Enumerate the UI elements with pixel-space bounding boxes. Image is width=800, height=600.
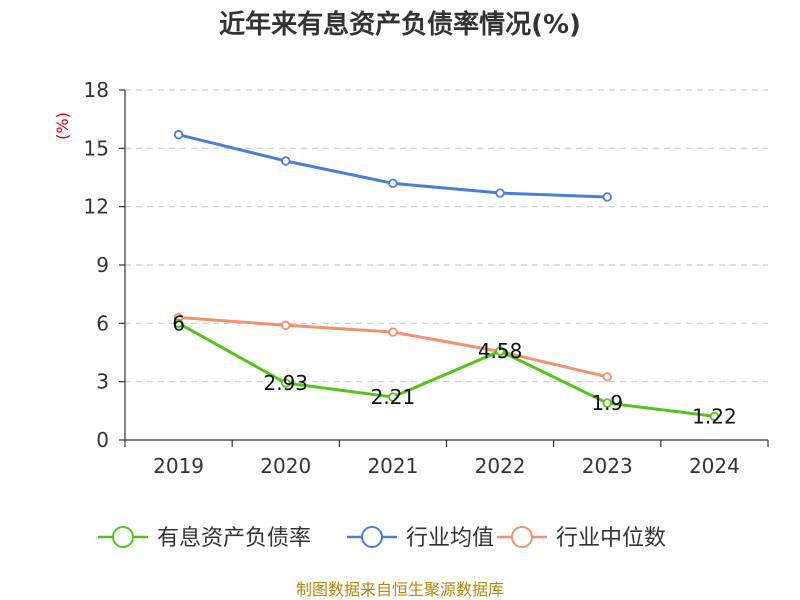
x-tick-label: 2021 (367, 454, 418, 478)
y-tick-label: 3 (96, 370, 109, 394)
legend-item[interactable]: 有息资产负债率 (98, 526, 311, 551)
legend-label: 行业均值 (406, 526, 494, 551)
x-tick-label: 2023 (582, 454, 633, 478)
chart-title: 近年来有息资产负债率情况(%) (219, 9, 581, 40)
y-tick-label: 0 (96, 428, 109, 452)
legend-label: 有息资产负债率 (157, 526, 311, 551)
data-label: 1.22 (692, 404, 737, 428)
data-label: 4.58 (478, 339, 523, 363)
data-labels: 6 2.93 2.21 4.58 1.9 1.22 (172, 311, 736, 428)
gridlines (125, 89, 768, 383)
data-point[interactable] (388, 392, 398, 402)
y-tick-label: 9 (96, 253, 109, 277)
legend-marker (361, 526, 383, 548)
data-point[interactable] (388, 327, 398, 337)
x-tick-label: 2024 (689, 454, 740, 478)
data-label: 6 (172, 311, 185, 335)
series-group: 6 2.93 2.21 4.58 1.9 1.22 (172, 130, 737, 428)
data-point[interactable] (602, 398, 612, 408)
y-tick-label: 6 (96, 311, 109, 335)
x-axis: 2019 2020 2021 2022 2023 2024 (124, 439, 769, 478)
series-line (177, 321, 716, 418)
data-point[interactable] (281, 320, 291, 330)
legend-marker (511, 526, 533, 548)
data-label: 2.21 (371, 385, 416, 409)
x-tick-label: 2019 (153, 454, 204, 478)
y-tick-label: 18 (84, 78, 109, 102)
data-point[interactable] (281, 156, 291, 166)
data-point[interactable] (709, 411, 720, 421)
legend-label: 行业中位数 (556, 526, 666, 551)
series-line (177, 316, 609, 379)
series-1 (173, 130, 612, 202)
data-source: 制图数据来自恒生聚源数据库 (296, 580, 504, 599)
data-point[interactable] (495, 346, 505, 356)
data-point[interactable] (388, 178, 398, 189)
legend: 有息资产负债率 行业均值 行业中位数 (98, 526, 666, 551)
x-tick-label: 2020 (260, 454, 311, 478)
data-point[interactable] (602, 192, 612, 202)
data-point[interactable] (281, 378, 291, 388)
data-point[interactable] (602, 372, 612, 382)
y-axis-unit: (%) (53, 112, 72, 140)
y-tick-label: 12 (84, 195, 109, 219)
data-label: 1.9 (591, 391, 623, 415)
data-label: 2.93 (263, 371, 308, 395)
series-0 (173, 318, 720, 421)
data-point[interactable] (495, 188, 505, 198)
data-point[interactable] (173, 130, 184, 140)
x-tick-label: 2022 (475, 454, 526, 478)
legend-item[interactable]: 行业中位数 (497, 526, 666, 551)
data-point[interactable] (173, 318, 184, 329)
y-axis: 0 3 6 9 12 15 18 (84, 78, 126, 452)
legend-marker (112, 526, 134, 548)
y-tick-label: 15 (84, 136, 109, 160)
legend-item[interactable]: 行业均值 (347, 526, 494, 551)
